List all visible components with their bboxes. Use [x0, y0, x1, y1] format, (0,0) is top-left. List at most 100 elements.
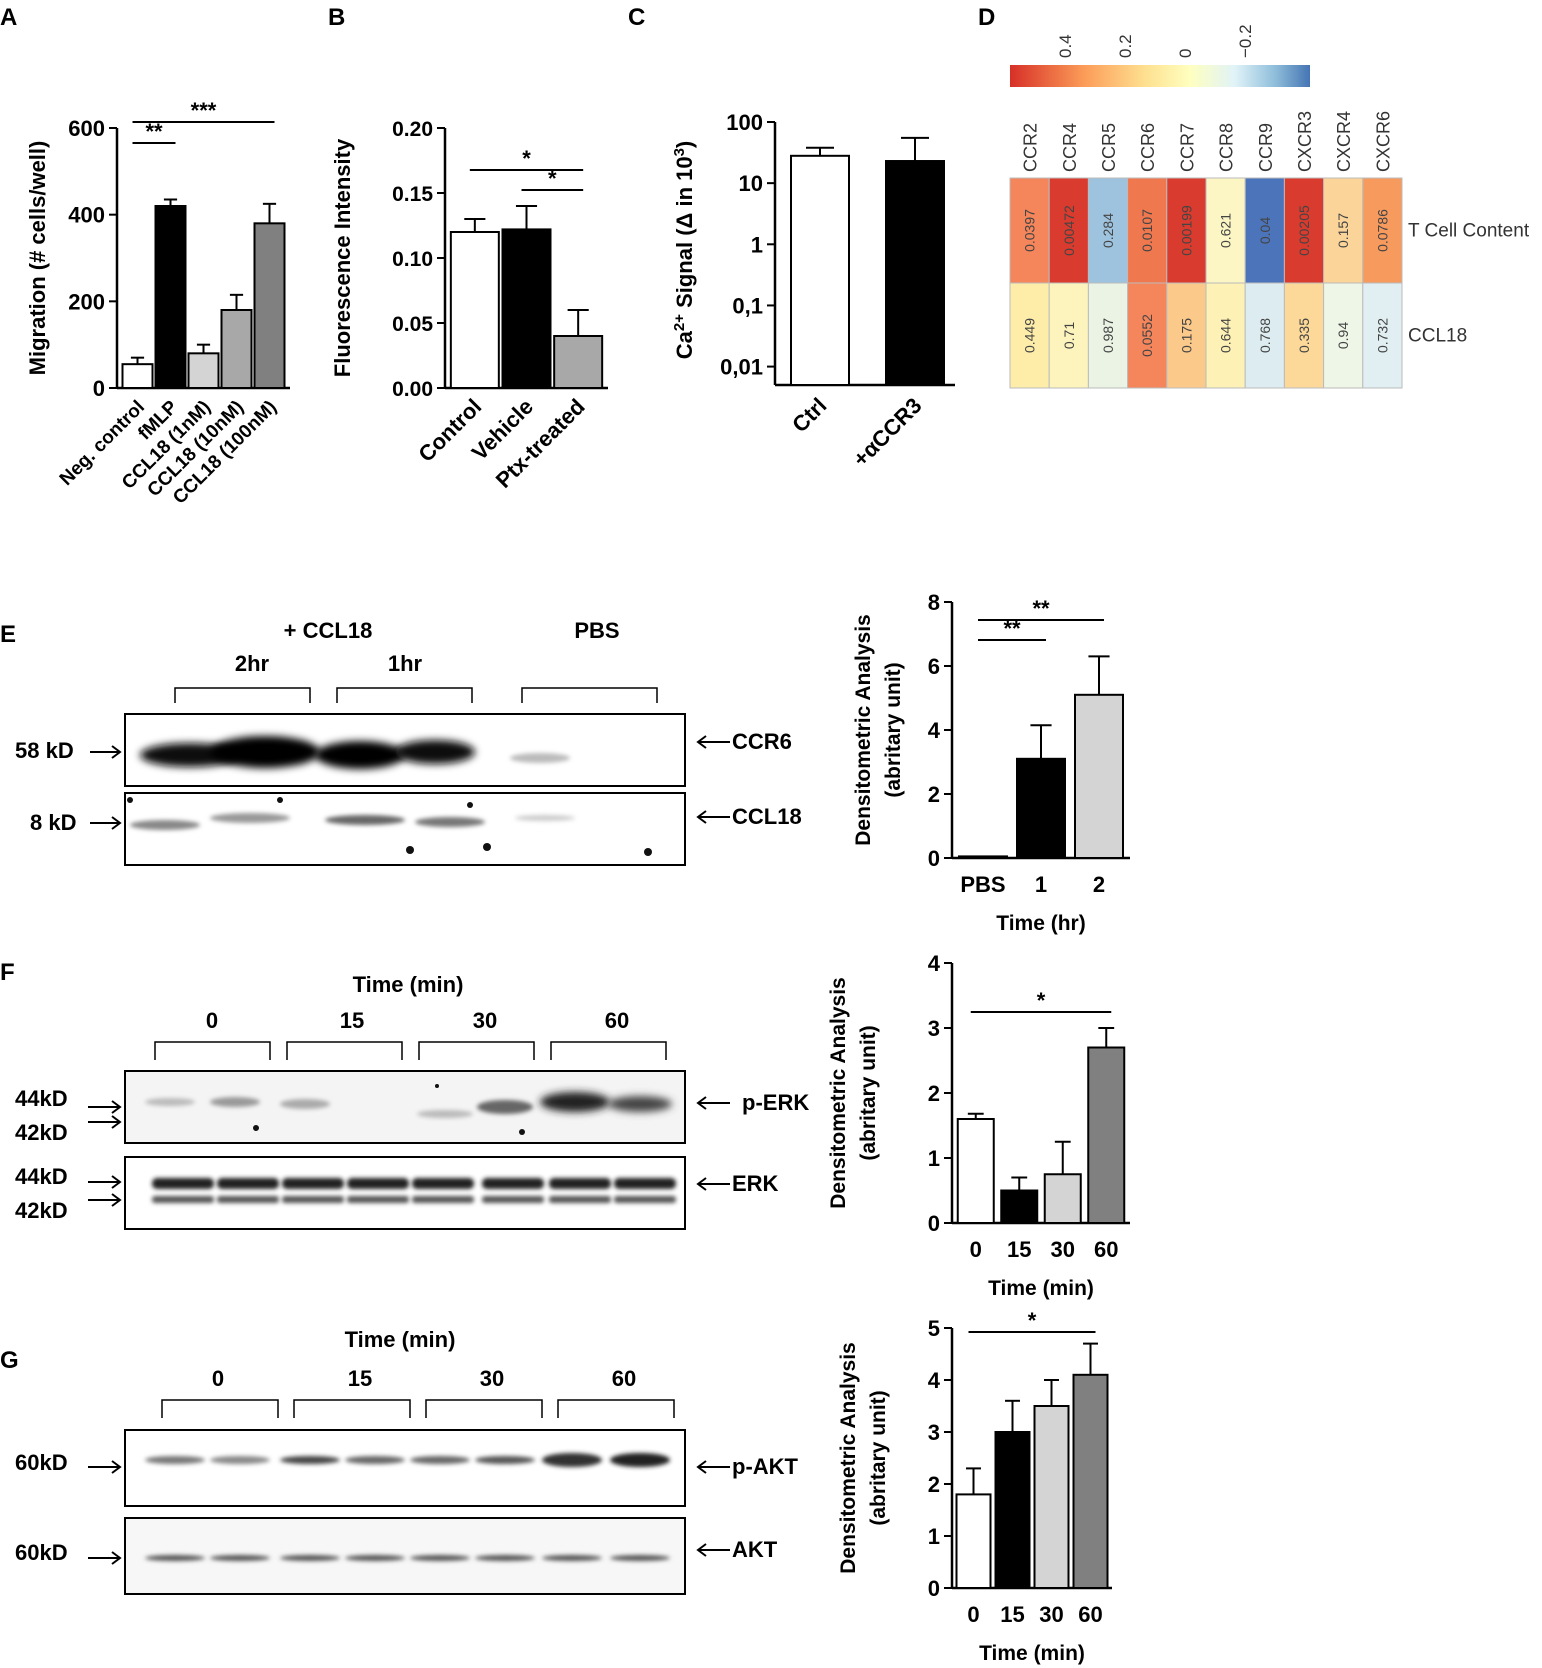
heatmap-cell	[1127, 282, 1168, 389]
blot-f-marker-arrow	[88, 1100, 122, 1114]
blot-f-marker-42kd-bottom: 42kD	[15, 1198, 68, 1223]
heatmap-cell-value: 0.987	[1100, 318, 1116, 353]
y-tick-label: 0	[928, 1576, 940, 1601]
blot-g-band-arrow	[696, 1543, 730, 1557]
heatmap-column-label: CCR2	[1021, 123, 1041, 172]
blot-e-bracket-pbs	[521, 687, 658, 703]
y-tick-label: 4	[928, 1368, 941, 1393]
bar	[885, 160, 945, 386]
blot-g-marker-arrow	[88, 1551, 122, 1565]
y-axis-label-superscript: 2+	[671, 314, 688, 331]
heatmap-cell-value: 0.175	[1178, 318, 1194, 353]
y-axis-label: Densitometric Analysis	[852, 614, 875, 845]
blot-e-marker-8kd: 8 kD	[30, 810, 76, 835]
blot-f-erk-band	[614, 1178, 676, 1189]
bar	[958, 855, 1008, 860]
blot-g-pakt-band	[280, 1456, 340, 1464]
bar	[449, 231, 500, 389]
y-axis-label: Densitometric Analysis	[827, 977, 850, 1208]
blot-g-band-pakt: p-AKT	[732, 1454, 799, 1479]
heatmap-cell	[1244, 282, 1285, 389]
blot-g-group-30: 30	[480, 1366, 504, 1391]
blot-f-perk-band	[145, 1098, 195, 1106]
panel-letter-a: A	[0, 4, 17, 31]
bar	[121, 363, 154, 389]
blot-e-dust-speck	[127, 797, 133, 803]
heatmap-cell	[1362, 282, 1403, 389]
blot-f-erk-band	[549, 1196, 611, 1203]
heatmap-cell	[1283, 177, 1325, 284]
blot-f-erk-band	[282, 1178, 344, 1189]
blot-e-ccr6-band	[510, 753, 570, 763]
blot-f-perk-band	[477, 1100, 533, 1114]
blot-g-pakt-band	[475, 1456, 535, 1464]
blot-f-erk-band	[152, 1178, 214, 1189]
panel-f-western-blot: Time (min) 0 15 30 60 44kD 42kD 44kD 42k…	[15, 972, 809, 1230]
heatmap-cell	[1087, 282, 1129, 389]
x-tick-label: Ctrl	[787, 393, 831, 437]
y-tick-label: 0.20	[392, 118, 433, 141]
x-tick-label: 30	[1039, 1602, 1063, 1627]
y-tick-label: 3	[928, 1016, 940, 1041]
bar	[1033, 1405, 1070, 1589]
blot-e-band-ccl18: CCL18	[732, 804, 802, 829]
significance-label: *	[548, 166, 557, 191]
heatmap-cell	[1362, 177, 1403, 284]
blot-g-group-0: 0	[212, 1366, 224, 1391]
bar	[154, 205, 187, 389]
y-tick-label: 0	[93, 376, 105, 401]
blot-f-band-arrow	[696, 1096, 730, 1110]
y-axis-label-part: Ca	[672, 330, 697, 359]
blot-f-marker-42kd-top: 42kD	[15, 1120, 68, 1145]
y-tick-label: 200	[68, 289, 105, 314]
heatmap-cell-value: 0.00199	[1178, 205, 1194, 256]
y-tick-label: 600	[68, 116, 105, 141]
bar	[501, 228, 552, 389]
blot-f-marker-arrow	[88, 1193, 122, 1207]
blot-f-erk-band	[282, 1196, 344, 1203]
panel-c-calcium-chart: 100 10 1 0,1 0,01 Ctrl +αCCR3 Ca2+ Signal (Δ in…	[671, 110, 955, 472]
x-tick-label: +αCCR3	[848, 393, 927, 472]
blot-g-pakt-band	[145, 1456, 205, 1464]
blot-e-dust-speck	[406, 846, 414, 854]
blot-g-marker-60kd-bottom: 60kD	[15, 1540, 68, 1565]
y-axis-label-unit: (abritary unit)	[867, 1390, 890, 1525]
y-tick-label: 0,01	[720, 355, 763, 380]
bar	[187, 352, 220, 390]
blot-e-ccr6-band	[210, 736, 320, 768]
heatmap-column-label: CXCR4	[1334, 111, 1354, 172]
heatmap-cell-value: 0.71	[1061, 322, 1077, 349]
heatmap-cell-value: 0.644	[1218, 318, 1234, 353]
y-tick-label: 3	[928, 1420, 940, 1445]
blot-e-ccl18-membrane	[124, 792, 686, 866]
blot-g-pakt-band-group	[145, 1453, 670, 1467]
blot-g-bracket	[161, 1399, 279, 1418]
y-tick-label: 1	[928, 1146, 940, 1171]
x-tick-label: 2	[1093, 872, 1105, 897]
blot-f-erk-band	[412, 1196, 474, 1203]
y-tick-label: 1	[928, 1524, 940, 1549]
x-tick-label: 0	[967, 1602, 979, 1627]
blot-f-erk-band-group	[152, 1178, 676, 1203]
color-scale-tick: 0.2	[1116, 34, 1135, 58]
color-scale-tick: 0	[1176, 49, 1195, 58]
y-tick-label: 5	[928, 1316, 940, 1341]
blot-f-band-erk: ERK	[732, 1171, 779, 1196]
blot-e-ccl18-band	[515, 815, 575, 821]
blot-f-band-arrow	[696, 1177, 730, 1191]
heatmap-column-label: CCR6	[1138, 123, 1158, 172]
heatmap-cell-value: 0.94	[1335, 322, 1351, 349]
y-tick-label: 2	[928, 782, 940, 807]
blot-e-ccl18-band	[130, 820, 200, 830]
blot-f-erk-band	[152, 1196, 214, 1203]
blot-e-dust-speck	[277, 797, 283, 803]
blot-g-pakt-band	[210, 1456, 270, 1464]
blot-e-band-ccr6: CCR6	[732, 729, 792, 754]
blot-e-bracket-1hr	[336, 687, 473, 703]
blot-g-akt-band-group	[145, 1555, 670, 1561]
blot-f-erk-band	[217, 1178, 279, 1189]
heatmap-cell	[1166, 177, 1207, 284]
heatmap-cell-value: 0.335	[1296, 318, 1312, 353]
y-tick-label: 4	[928, 951, 941, 976]
